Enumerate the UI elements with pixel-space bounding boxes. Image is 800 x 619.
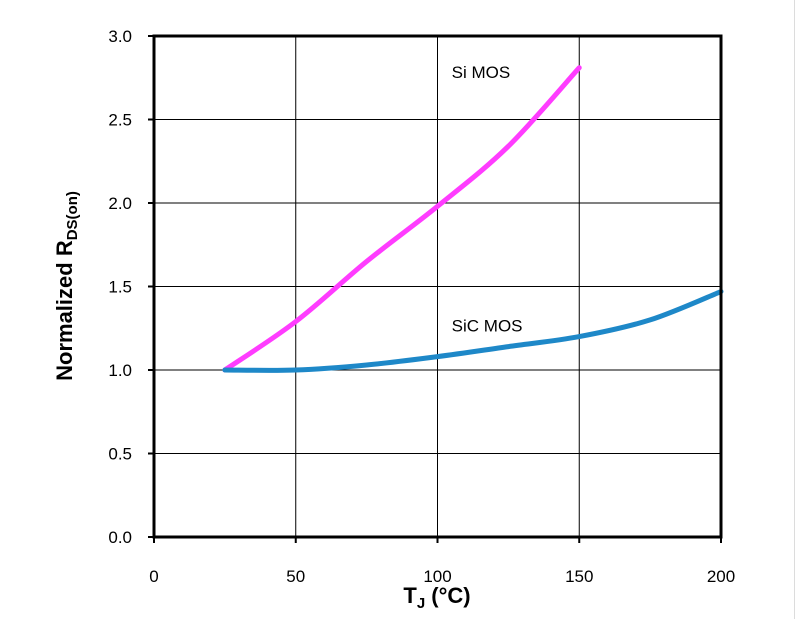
series-labels: Si MOS SiC MOS bbox=[452, 63, 523, 336]
y-tick-label: 1.5 bbox=[108, 278, 132, 297]
x-tick-label: 0 bbox=[149, 567, 158, 586]
tick-labels: 0 50 100 150 200 0.0 0.5 1.0 1.5 2.0 2.5 3.0 bbox=[108, 27, 735, 586]
y-tick-label: 2.0 bbox=[108, 194, 132, 213]
plot-frame bbox=[148, 34, 723, 543]
x-axis-title-main: T bbox=[403, 583, 417, 608]
series-label-si-mos: Si MOS bbox=[452, 63, 511, 82]
x-tick-label: 200 bbox=[707, 567, 735, 586]
y-tick-label: 1.0 bbox=[108, 361, 132, 380]
x-axis-title-subscript: J bbox=[417, 595, 425, 612]
y-tick-label: 0.5 bbox=[108, 445, 132, 464]
y-axis-title-main: Normalized R bbox=[52, 240, 77, 381]
y-tick-label: 0.0 bbox=[108, 528, 132, 547]
grid-lines bbox=[154, 36, 721, 537]
y-axis-title: Normalized RDS(on) bbox=[52, 191, 81, 381]
page-edge-line bbox=[794, 0, 795, 619]
y-axis-title-subscript: DS(on) bbox=[64, 191, 81, 240]
y-tick-label: 3.0 bbox=[108, 27, 132, 46]
series-line-si-mos bbox=[222, 65, 582, 373]
x-tick-label: 50 bbox=[286, 567, 305, 586]
y-tick-label: 2.5 bbox=[108, 111, 132, 130]
x-tick-label: 150 bbox=[565, 567, 593, 586]
series-line-sic-mos bbox=[222, 289, 724, 373]
x-tick-label: 100 bbox=[423, 567, 451, 586]
data-series bbox=[222, 65, 724, 373]
series-label-sic-mos: SiC MOS bbox=[452, 317, 523, 336]
x-axis-title: TJ (°C) bbox=[403, 583, 470, 612]
x-axis-title-unit: (°C) bbox=[425, 583, 470, 608]
